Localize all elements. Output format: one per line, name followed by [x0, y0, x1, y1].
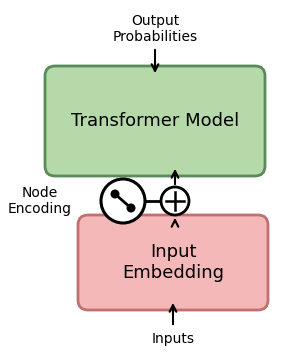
Circle shape — [161, 187, 189, 215]
Text: Node
Encoding: Node Encoding — [8, 186, 72, 216]
Text: Output
Probabilities: Output Probabilities — [112, 14, 198, 44]
FancyBboxPatch shape — [45, 66, 265, 176]
FancyBboxPatch shape — [78, 215, 268, 310]
Circle shape — [127, 203, 136, 213]
Circle shape — [101, 179, 145, 223]
Text: Inputs: Inputs — [152, 332, 194, 346]
Text: Input
Embedding: Input Embedding — [122, 243, 224, 282]
Circle shape — [111, 190, 120, 198]
Text: Transformer Model: Transformer Model — [71, 112, 239, 130]
